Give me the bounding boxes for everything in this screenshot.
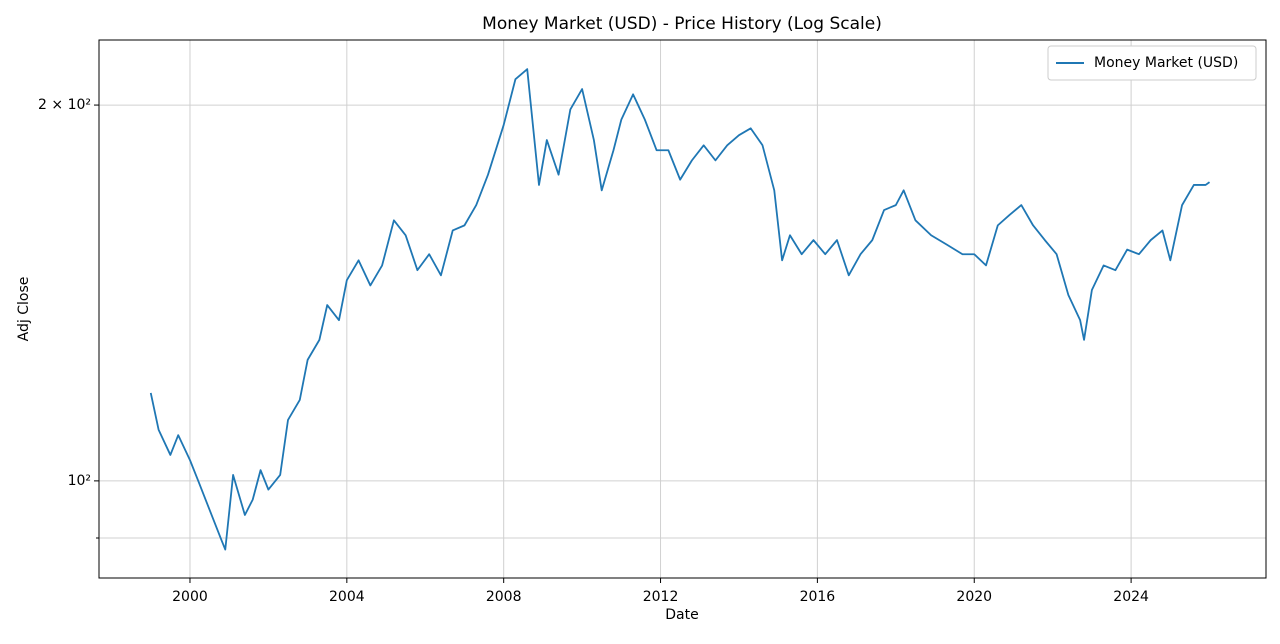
price-line: [149, 68, 1211, 551]
x-tick-label: 2012: [643, 589, 679, 605]
x-tick-label: 2008: [486, 589, 522, 605]
legend-box: [1047, 45, 1257, 81]
x-tick-label: 2024: [1113, 589, 1149, 605]
legend-label: Money Market (USD): [1094, 55, 1238, 71]
x-tick-label: 2004: [329, 589, 365, 605]
y-tick-label: 10²: [68, 473, 91, 489]
x-tick-label: 2000: [172, 589, 208, 605]
plot-frame: [98, 39, 1267, 579]
y-tick-label: 2 × 10²: [38, 97, 91, 113]
chart-title: Money Market (USD) - Price History (Log …: [482, 14, 882, 34]
x-axis-label: Date: [665, 607, 698, 623]
x-tick-label: 2020: [956, 589, 992, 605]
x-tick-label: 2016: [800, 589, 836, 605]
y-axis-label: Adj Close: [16, 277, 32, 342]
